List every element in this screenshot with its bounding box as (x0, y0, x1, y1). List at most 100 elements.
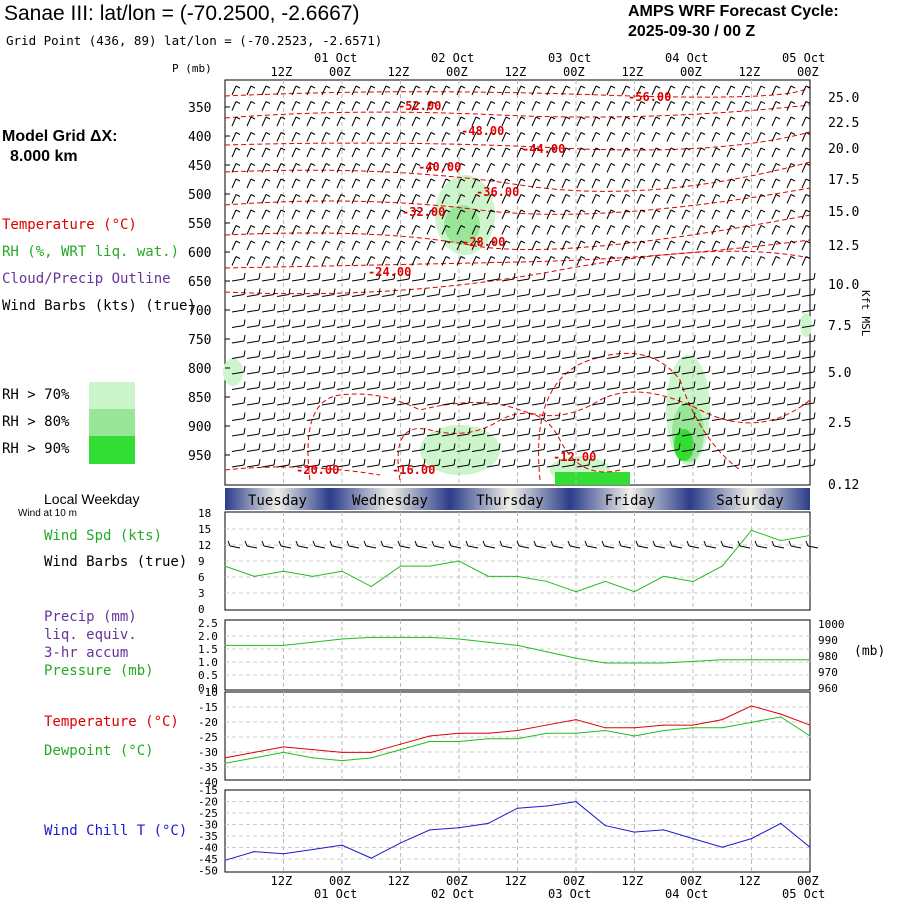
wind-barb (306, 163, 316, 173)
wind-barb (501, 334, 516, 344)
data-point (575, 732, 577, 734)
wind-barb (246, 365, 261, 375)
wind-barb (561, 116, 571, 127)
wind-barb (591, 147, 601, 158)
pressure-tick-label: 650 (188, 275, 211, 290)
wind-barb (471, 178, 481, 189)
wind-barb (741, 443, 756, 452)
wind-barb (396, 194, 406, 204)
legend-wind-barbs: Wind Barbs (kts) (true) (2, 298, 196, 314)
wind-barb (456, 412, 471, 421)
data-point (604, 824, 606, 827)
data-point (312, 641, 314, 643)
wind-barb (351, 427, 366, 437)
wind-barb (666, 256, 676, 266)
wind-barb (681, 381, 696, 390)
wind-barb (531, 412, 546, 421)
wind-barb (666, 443, 681, 452)
wind-barb (636, 163, 646, 173)
wind-barb (696, 427, 711, 437)
wind-barb (561, 427, 576, 437)
wind-barb (546, 147, 556, 158)
wind-barb (486, 225, 496, 235)
wind-barb (471, 85, 481, 96)
y-tick-label: 9 (198, 555, 205, 568)
data-point (312, 575, 314, 577)
data-point (341, 751, 343, 754)
wind-barb (681, 147, 691, 158)
data-point (399, 565, 402, 567)
y-tick-label: 2.0 (198, 630, 218, 643)
wind-barb (801, 178, 811, 189)
wind-barb (606, 101, 616, 111)
data-point (663, 724, 665, 726)
wind-barb (561, 319, 576, 328)
top-date-label: 04 Oct (665, 51, 708, 65)
wind-barb (246, 272, 261, 282)
data-point (721, 727, 723, 729)
wind-barb (471, 163, 481, 173)
wind-barb (411, 256, 421, 266)
wind-barb (276, 163, 286, 173)
wind-barb (366, 288, 381, 297)
wind-barb (531, 101, 541, 111)
wind-barb (486, 288, 501, 297)
wind-barb (741, 116, 751, 127)
wind-barb (456, 303, 471, 313)
wind-barb (396, 381, 411, 390)
wind-barb (381, 178, 391, 189)
wind-barb (426, 412, 441, 421)
pressure-tick-label: 900 (188, 420, 211, 435)
wind-barb (276, 132, 286, 142)
wind-barb (576, 85, 586, 96)
wind-barb (681, 427, 696, 437)
wind-barb (456, 272, 471, 282)
wind-barb (741, 412, 756, 421)
wind-barb (471, 443, 486, 452)
wind-barb (666, 412, 681, 421)
wind-barb (786, 209, 796, 220)
wind-barb (531, 319, 546, 328)
wind-barb (456, 178, 466, 189)
wind-barb (321, 116, 331, 127)
wind-barb (711, 412, 726, 421)
wind-barb (306, 256, 316, 266)
wind-barb (246, 147, 256, 158)
wind-barb (291, 163, 301, 173)
wind-barb (606, 272, 621, 282)
wind-barb (336, 334, 351, 344)
wind-barb (516, 412, 531, 421)
legend-rh: RH (%, WRT liq. wat.) (2, 244, 180, 260)
wind-barb (801, 163, 811, 173)
wind-barb (516, 194, 526, 204)
wind-barb (471, 272, 486, 282)
data-point (575, 591, 577, 593)
wind-barb (741, 350, 756, 359)
wind-barb-10m (431, 540, 445, 549)
wind-barb (471, 319, 486, 328)
wind-barb (231, 147, 241, 158)
wind-barb (801, 288, 816, 297)
wind-barb (426, 101, 436, 111)
pressure-tick-label: 350 (188, 101, 211, 116)
wind-barb (576, 365, 591, 375)
wind-barb (666, 147, 676, 158)
wind-barb (441, 303, 456, 313)
wind-barb (276, 288, 291, 297)
data-point (721, 719, 723, 721)
wind-barb (771, 132, 781, 142)
wind-barb (276, 334, 291, 344)
wind-barb (771, 412, 786, 421)
wind-barb (456, 350, 471, 359)
wind-barb (636, 319, 651, 328)
wind-barb (651, 101, 661, 111)
wind-barb (351, 412, 366, 421)
wind-barb-10m (635, 540, 649, 549)
wind-barb (546, 288, 561, 297)
wind-barb (501, 443, 516, 452)
wind-barb (456, 85, 466, 96)
weekday-cell (225, 488, 330, 510)
wind-barb (591, 240, 601, 251)
wind-barb (771, 334, 786, 344)
wind-barb (771, 365, 786, 375)
